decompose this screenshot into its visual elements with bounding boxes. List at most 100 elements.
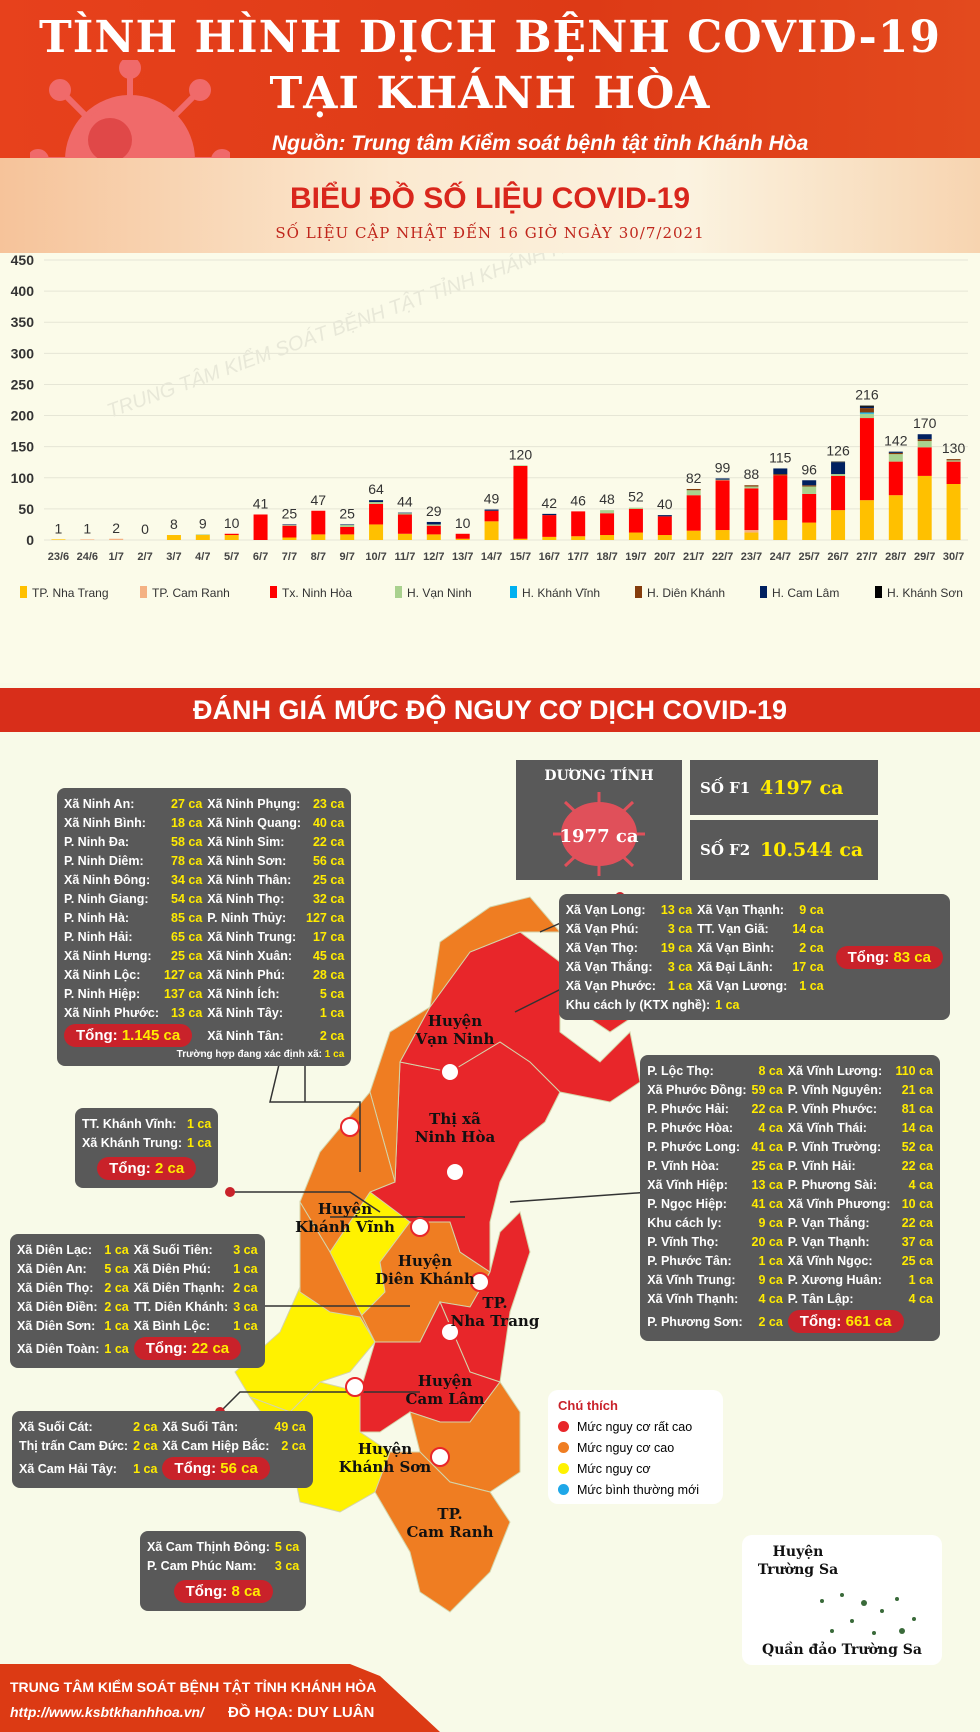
total-value: 661 ca <box>845 1313 892 1330</box>
case-count: 13 ca <box>660 902 693 917</box>
y-tick-label: 350 <box>11 314 35 330</box>
bar-segment <box>859 500 874 540</box>
case-count: 85 ca <box>171 910 203 925</box>
case-count: 65 ca <box>171 929 203 944</box>
bar-segment <box>542 515 557 537</box>
total-label: Tổng: <box>109 1160 151 1177</box>
legend-swatch <box>140 586 147 598</box>
bar-segment <box>657 515 672 517</box>
bar-segment <box>397 512 412 514</box>
bar-segment <box>369 503 384 525</box>
bar-segment <box>282 525 297 526</box>
case-count: 23 ca <box>312 796 345 811</box>
location-name: Xã Cam Hải Tây: <box>19 1461 117 1476</box>
location-name: Xã Diên Thạnh: <box>133 1280 225 1295</box>
dien-khanh-cases-box: Xã Diên Lạc: 1 ca Xã Suối Tiên: 3 ca Xã Diên… <box>10 1234 265 1368</box>
legend-title: Chú thích <box>558 1398 618 1413</box>
bar-segment <box>859 408 874 413</box>
case-count: 25 ca <box>901 1253 933 1268</box>
bar-segment <box>426 524 441 526</box>
bar-segment <box>513 465 528 539</box>
location-name: P. Phước Hòa: <box>647 1120 734 1135</box>
bar-segment <box>773 475 788 521</box>
case-grid: Xã Suối Cát: 2 ca Xã Suối Tân: 49 ca Thị trấ… <box>19 1417 306 1482</box>
case-count: 58 ca <box>171 834 203 849</box>
footer-org: TRUNG TÂM KIỂM SOÁT BỆNH TẬT TỈNH KHÁNH … <box>10 1679 377 1695</box>
data-label: 44 <box>397 494 413 510</box>
x-tick-label: 8/7 <box>311 551 326 563</box>
case-count: 127 ca <box>164 967 203 982</box>
total-value: 1.145 ca <box>121 1027 181 1044</box>
bar-segment <box>744 532 759 540</box>
case-count: 4 ca <box>908 1177 933 1192</box>
data-label: 9 <box>199 515 207 531</box>
location-name: P. Phước Hải: <box>647 1101 729 1116</box>
location-name: Xã Vạn Phước: <box>565 978 656 993</box>
y-tick-label: 50 <box>18 501 34 517</box>
case-count: 137 ca <box>164 986 203 1001</box>
khanh-vinh-cases-box: TT. Khánh Vĩnh: 1 ca Xã Khánh Trung: 1 ca Tổ… <box>75 1108 219 1188</box>
bar-segment <box>657 516 672 536</box>
total-value: 8 ca <box>231 1583 261 1600</box>
location-name: P. Phương Sài: <box>787 1177 878 1192</box>
note: Trường hợp đang xác định xã: <box>176 1049 323 1060</box>
case-count: 9 ca <box>799 902 824 917</box>
data-label: 0 <box>141 521 149 537</box>
case-count: 37 ca <box>901 1234 933 1249</box>
total-value: 83 ca <box>893 948 931 966</box>
case-count: 5 ca <box>274 1539 300 1554</box>
case-count: 17 ca <box>312 929 345 944</box>
bar-segment <box>311 510 326 535</box>
bar-segment <box>831 461 846 463</box>
case-count: 17 ca <box>792 959 824 974</box>
data-label: 126 <box>826 443 850 459</box>
region-van-ninh-north <box>429 896 562 1008</box>
section-title: ĐÁNH GIÁ MỨC ĐỘ NGUY CƠ DỊCH COVID-19 <box>0 688 980 732</box>
x-tick-label: 9/7 <box>340 551 355 563</box>
footer-url[interactable]: http://www.ksbtkhanhhoa.vn/ <box>10 1704 204 1720</box>
bar-segment <box>802 485 817 487</box>
location-name: Xã Diên An: <box>17 1261 87 1276</box>
x-tick-label: 28/7 <box>885 551 906 563</box>
location-name: Xã Cam Thịnh Đông: <box>147 1539 270 1554</box>
cam-ranh-cases-box: Xã Cam Thịnh Đông: 5 ca P. Cam Phúc Nam: 3 … <box>140 1531 307 1611</box>
legend-dot-icon <box>558 1421 569 1432</box>
bar-segment <box>80 539 95 540</box>
bar-segment <box>888 451 903 453</box>
data-label: 25 <box>282 505 298 521</box>
bar-segment <box>426 521 441 525</box>
x-tick-label: 1/7 <box>109 551 124 563</box>
main-subtitle: TẠI KHÁNH HÒA <box>269 68 711 119</box>
legend-swatch <box>20 586 27 598</box>
case-count: 110 ca <box>895 1063 933 1078</box>
map-label-ninh-hoa: Thị xã Ninh Hòa <box>414 1110 496 1146</box>
legend-label: Mức nguy cơ <box>577 1461 651 1476</box>
location-name: P. Ninh Đa: <box>64 834 130 849</box>
location-name: TT. Diên Khánh: <box>133 1299 229 1314</box>
case-count: 2 ca <box>133 1419 158 1434</box>
data-label: 170 <box>913 415 937 431</box>
legend-item: Mức nguy cơ cao <box>558 1437 713 1458</box>
x-tick-label: 15/7 <box>510 551 531 563</box>
x-tick-label: 2/7 <box>137 551 152 563</box>
case-count: 40 ca <box>312 815 345 830</box>
case-count: 4 ca <box>908 1291 933 1306</box>
location-name: Xã Ninh Phú: <box>207 967 286 982</box>
data-label: 1 <box>83 520 91 536</box>
chart-title-band: BIỂU ĐỒ SỐ LIỆU COVID-19 SỐ LIỆU CẬP NHẬ… <box>0 158 980 253</box>
bar-segment <box>715 478 730 480</box>
f2-value: 10.544 ca <box>760 839 864 861</box>
bar-segment <box>802 493 817 523</box>
case-count: 2 ca <box>758 1314 783 1329</box>
bar-segment <box>455 538 470 540</box>
map-label-cam-lam: Huyện Cam Lâm <box>405 1372 485 1408</box>
location-name: Xã Suối Cát: <box>19 1419 93 1434</box>
case-count: 1 ca <box>133 1461 158 1476</box>
legend-label: Mức bình thường mới <box>577 1482 700 1497</box>
location-name: P. Ngọc Hiệp: <box>647 1196 727 1211</box>
bar-segment <box>888 452 903 455</box>
case-count: 13 ca <box>171 1005 203 1020</box>
y-tick-label: 400 <box>11 283 35 299</box>
x-tick-label: 19/7 <box>625 551 646 563</box>
x-tick-label: 4/7 <box>195 551 210 563</box>
